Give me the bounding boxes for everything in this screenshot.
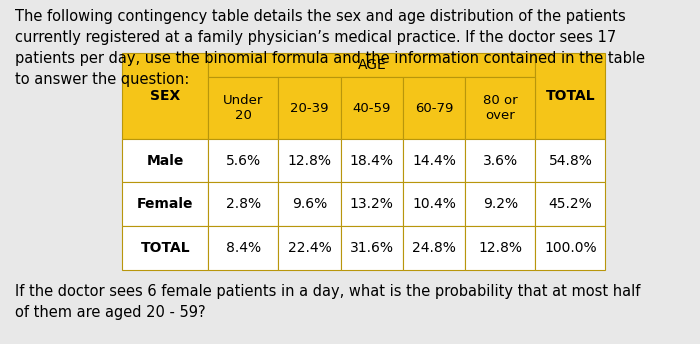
Text: 40-59: 40-59 xyxy=(353,101,391,115)
Bar xyxy=(208,182,279,226)
Text: 9.6%: 9.6% xyxy=(292,197,327,211)
Bar xyxy=(341,226,403,270)
Text: Female: Female xyxy=(137,197,194,211)
Bar xyxy=(466,226,536,270)
Bar xyxy=(279,77,341,139)
Bar xyxy=(341,182,403,226)
Bar xyxy=(208,77,279,139)
Bar xyxy=(536,53,606,139)
Bar xyxy=(208,226,279,270)
Text: Male: Male xyxy=(147,153,184,168)
Bar xyxy=(208,139,279,182)
Bar xyxy=(122,139,208,182)
Bar xyxy=(122,53,208,139)
Text: Under
20: Under 20 xyxy=(223,94,263,122)
Text: 5.6%: 5.6% xyxy=(225,153,261,168)
Text: The following contingency table details the sex and age distribution of the pati: The following contingency table details … xyxy=(15,9,645,87)
Text: 12.8%: 12.8% xyxy=(288,153,332,168)
Text: 45.2%: 45.2% xyxy=(549,197,592,211)
Bar xyxy=(208,53,536,77)
Text: 10.4%: 10.4% xyxy=(412,197,456,211)
Text: 3.6%: 3.6% xyxy=(483,153,518,168)
Text: AGE: AGE xyxy=(358,58,386,72)
Text: TOTAL: TOTAL xyxy=(141,241,190,255)
Bar xyxy=(466,139,536,182)
Text: 8.4%: 8.4% xyxy=(225,241,261,255)
Bar xyxy=(341,139,403,182)
Text: 13.2%: 13.2% xyxy=(350,197,393,211)
Bar xyxy=(122,226,208,270)
Bar xyxy=(466,182,536,226)
Bar xyxy=(122,182,208,226)
Bar xyxy=(279,226,341,270)
Bar xyxy=(279,139,341,182)
Text: 14.4%: 14.4% xyxy=(412,153,456,168)
Bar xyxy=(536,182,606,226)
Bar xyxy=(341,77,403,139)
Text: 24.8%: 24.8% xyxy=(412,241,456,255)
Bar xyxy=(466,77,536,139)
Text: If the doctor sees 6 female patients in a day, what is the probability that at m: If the doctor sees 6 female patients in … xyxy=(15,284,640,320)
Bar xyxy=(403,139,466,182)
Bar xyxy=(279,182,341,226)
Text: 9.2%: 9.2% xyxy=(483,197,518,211)
Text: 31.6%: 31.6% xyxy=(350,241,394,255)
Text: 18.4%: 18.4% xyxy=(350,153,394,168)
Text: 20-39: 20-39 xyxy=(290,101,329,115)
Text: SEX: SEX xyxy=(150,89,181,103)
Text: 12.8%: 12.8% xyxy=(478,241,522,255)
Bar xyxy=(536,226,606,270)
Bar xyxy=(403,226,466,270)
Text: 2.8%: 2.8% xyxy=(225,197,261,211)
Text: 22.4%: 22.4% xyxy=(288,241,331,255)
Bar xyxy=(403,77,466,139)
Text: TOTAL: TOTAL xyxy=(545,89,595,103)
Text: 80 or
over: 80 or over xyxy=(483,94,517,122)
Text: 60-79: 60-79 xyxy=(415,101,454,115)
Text: 100.0%: 100.0% xyxy=(544,241,597,255)
Bar xyxy=(403,182,466,226)
Bar xyxy=(536,139,606,182)
Text: 54.8%: 54.8% xyxy=(549,153,592,168)
